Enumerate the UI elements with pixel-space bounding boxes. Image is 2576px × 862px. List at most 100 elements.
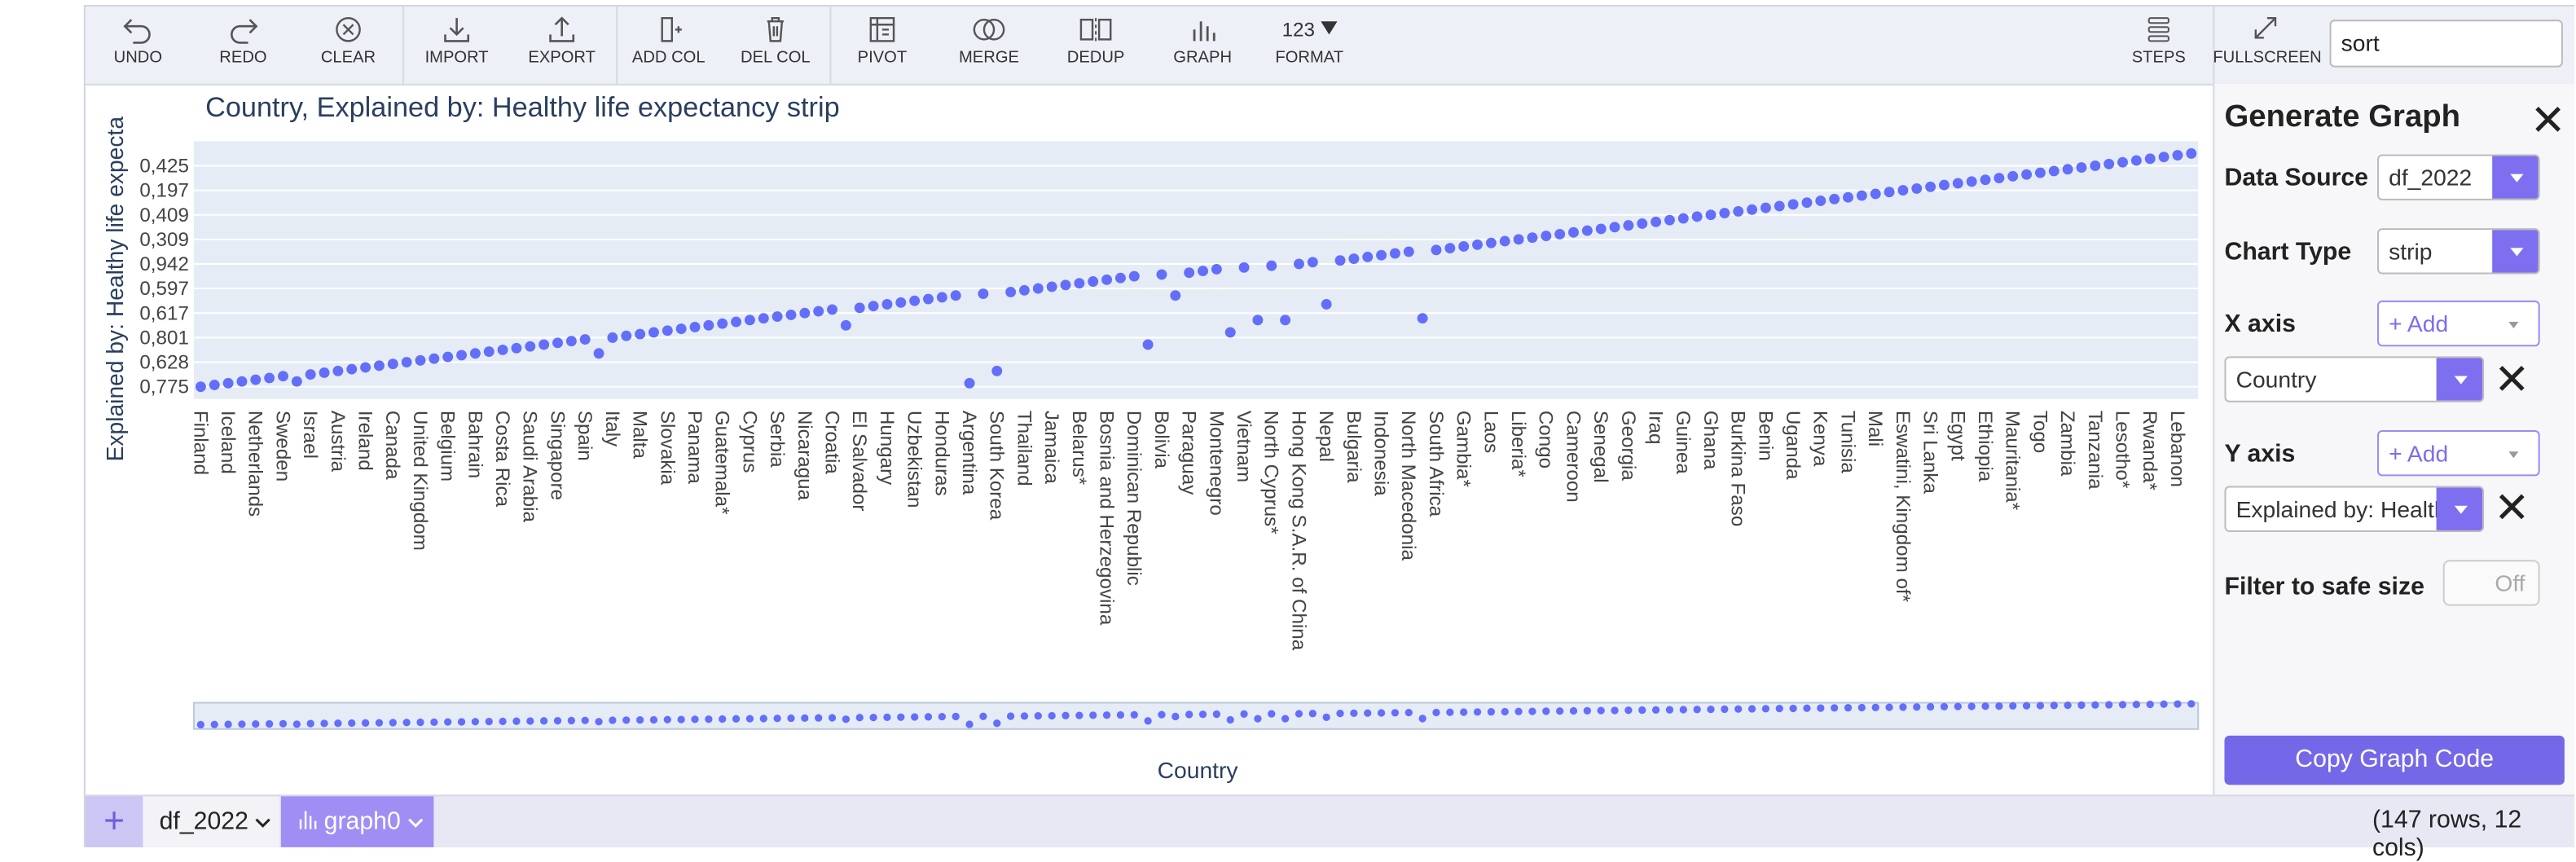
x-tick-label: Nepal <box>1315 411 1337 462</box>
x-tick-label: Uganda <box>1782 411 1804 480</box>
range-slider-point <box>416 718 424 727</box>
range-slider-point <box>402 719 411 727</box>
add-sheet-button[interactable]: + <box>85 796 143 847</box>
range-slider-point <box>2009 701 2017 710</box>
point <box>387 358 398 370</box>
point <box>593 348 604 359</box>
point <box>1829 193 1840 205</box>
y-add-button[interactable]: + Add <box>2377 430 2540 477</box>
point <box>1403 246 1414 257</box>
point <box>1843 191 1853 203</box>
point <box>1444 243 1456 254</box>
steps-button[interactable]: STEPS <box>2106 5 2211 84</box>
x-tick-label: Iceland <box>217 411 239 474</box>
add-col-button[interactable]: ADD COL <box>616 5 721 84</box>
export-button[interactable]: EXPORT <box>509 5 614 84</box>
data-source-select[interactable]: df_2022 <box>2377 154 2540 200</box>
point <box>1925 181 1936 192</box>
point <box>2172 150 2183 161</box>
point <box>936 292 947 303</box>
point <box>1114 272 1126 284</box>
range-slider-point <box>1172 712 1180 721</box>
fullscreen-button[interactable]: FULLSCREEN <box>2213 5 2322 84</box>
x-column-select[interactable]: Country <box>2224 356 2485 402</box>
filter-toggle[interactable]: Off <box>2442 560 2540 606</box>
x-tick-label: Liberia* <box>1507 411 1529 478</box>
close-button[interactable]: ✕ <box>2530 95 2566 145</box>
x-tick-label: Slovakia <box>656 411 678 486</box>
button-label: ADD COL <box>631 49 706 68</box>
import-button[interactable]: IMPORT <box>404 5 509 84</box>
toggle-state: Off <box>2495 570 2525 596</box>
clear-button[interactable]: CLEAR <box>296 5 401 84</box>
dropdown-button[interactable] <box>2436 487 2483 530</box>
point <box>2144 153 2156 165</box>
point <box>1170 290 1181 301</box>
point <box>1801 197 1813 209</box>
chart-type-select[interactable]: strip <box>2377 228 2540 275</box>
range-slider-point <box>842 715 851 723</box>
range-slider-point <box>649 715 658 724</box>
dropdown-button[interactable] <box>2492 230 2539 273</box>
range-slider-point <box>1089 711 1097 719</box>
point <box>373 360 385 372</box>
remove-x-button[interactable]: ✕ <box>2494 354 2530 404</box>
copy-code-button[interactable]: Copy Graph Code <box>2224 735 2565 785</box>
graph-button[interactable]: GRAPH <box>1150 5 1255 84</box>
point <box>442 351 454 363</box>
range-slider-point <box>1514 707 1523 715</box>
remove-y-button[interactable]: ✕ <box>2494 482 2530 532</box>
x-tick-label: Cameroon <box>1562 411 1584 503</box>
point <box>1952 178 1963 189</box>
y-tick-label: 0,801 <box>139 327 189 349</box>
range-slider-point <box>1116 710 1125 719</box>
dedup-button[interactable]: DEDUP <box>1044 5 1149 84</box>
tab[interactable]: df_2022 <box>143 796 279 847</box>
range-slider-point <box>1062 711 1070 719</box>
range-slider-point <box>499 717 507 726</box>
range-slider-point <box>306 719 314 728</box>
y-tick-label: 0,425 <box>139 156 189 178</box>
range-slider-point <box>2105 701 2113 709</box>
range-slider-point <box>759 715 767 723</box>
range-slider-point <box>1954 702 1962 710</box>
point <box>1224 327 1236 338</box>
point <box>744 314 755 326</box>
point <box>236 376 248 387</box>
y-axis-title: Explained by: Healthy life expecta <box>102 117 128 462</box>
search-input[interactable]: sort <box>2329 20 2563 68</box>
range-slider-point <box>815 714 823 722</box>
pivot-button[interactable]: PIVOT <box>829 5 934 84</box>
dropdown-button[interactable] <box>2436 358 2483 401</box>
point <box>703 319 714 331</box>
format-button[interactable]: 123 FORMAT <box>1257 5 1362 84</box>
chart-title: Country, Explained by: Healthy life expe… <box>205 92 840 123</box>
dropdown-button[interactable] <box>2492 156 2539 199</box>
tab-label: df_2022 <box>159 807 248 836</box>
separator <box>402 5 405 84</box>
undo-button[interactable]: UNDO <box>86 5 191 84</box>
x-add-button[interactable]: + Add <box>2377 300 2540 347</box>
del-col-button[interactable]: DEL COL <box>723 5 828 84</box>
point <box>1088 276 1099 287</box>
y-column-select[interactable]: Explained by: Healthy <box>2224 486 2485 532</box>
merge-button[interactable]: MERGE <box>936 5 1041 84</box>
range-slider-point <box>1487 708 1496 716</box>
range-slider-point <box>1158 710 1166 719</box>
range-slider-point <box>196 720 205 729</box>
point <box>2021 169 2033 180</box>
point <box>579 334 591 345</box>
point <box>1884 187 1895 198</box>
tab-active[interactable]: graph0 <box>280 796 434 847</box>
redo-button[interactable]: REDO <box>191 5 296 84</box>
range-slider-point <box>773 715 781 723</box>
range-slider-point <box>1940 702 1949 710</box>
point <box>1691 211 1703 222</box>
range-slider-point <box>224 720 232 728</box>
range-slider-point <box>1693 706 1701 714</box>
x-tick-label: Bolivia <box>1150 411 1172 469</box>
range-slider-point <box>911 713 919 721</box>
x-tick-label: Malta <box>629 411 651 460</box>
range-slider-point <box>1254 715 1262 723</box>
